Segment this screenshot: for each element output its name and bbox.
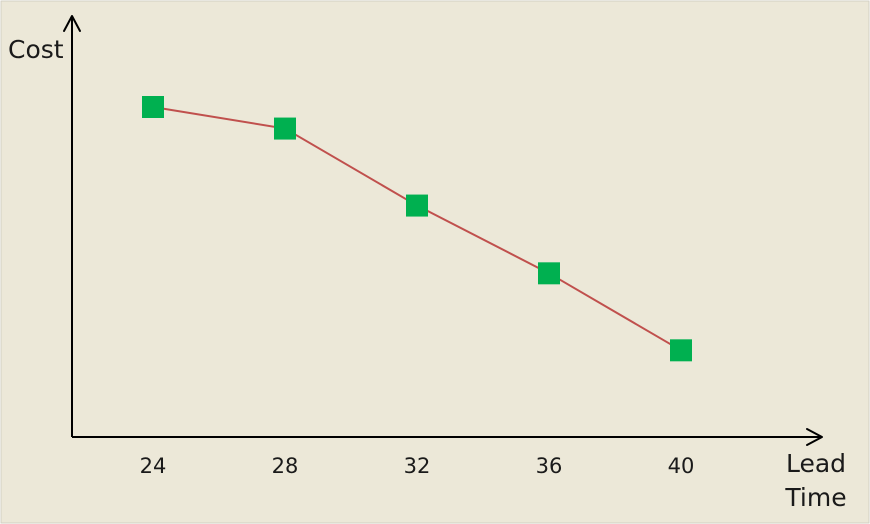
x-tick-label: 40 — [668, 454, 695, 478]
x-tick-labels: 24 28 32 36 40 — [140, 454, 695, 478]
data-point-marker — [142, 96, 164, 118]
data-point-marker — [670, 339, 692, 362]
data-point-marker — [406, 194, 428, 217]
x-axis-label-line: Time — [784, 483, 846, 512]
x-axis-label: Lead Time — [784, 449, 846, 512]
x-tick-label: 36 — [536, 454, 563, 478]
x-tick-label: 24 — [140, 454, 167, 478]
x-tick-label: 28 — [272, 454, 299, 478]
data-point-marker — [538, 262, 560, 285]
x-tick-label: 32 — [404, 454, 431, 478]
x-axis-label-line: Lead — [786, 449, 846, 478]
series — [142, 96, 692, 362]
data-point-marker — [274, 117, 296, 140]
y-axis-label: Cost — [8, 35, 64, 64]
